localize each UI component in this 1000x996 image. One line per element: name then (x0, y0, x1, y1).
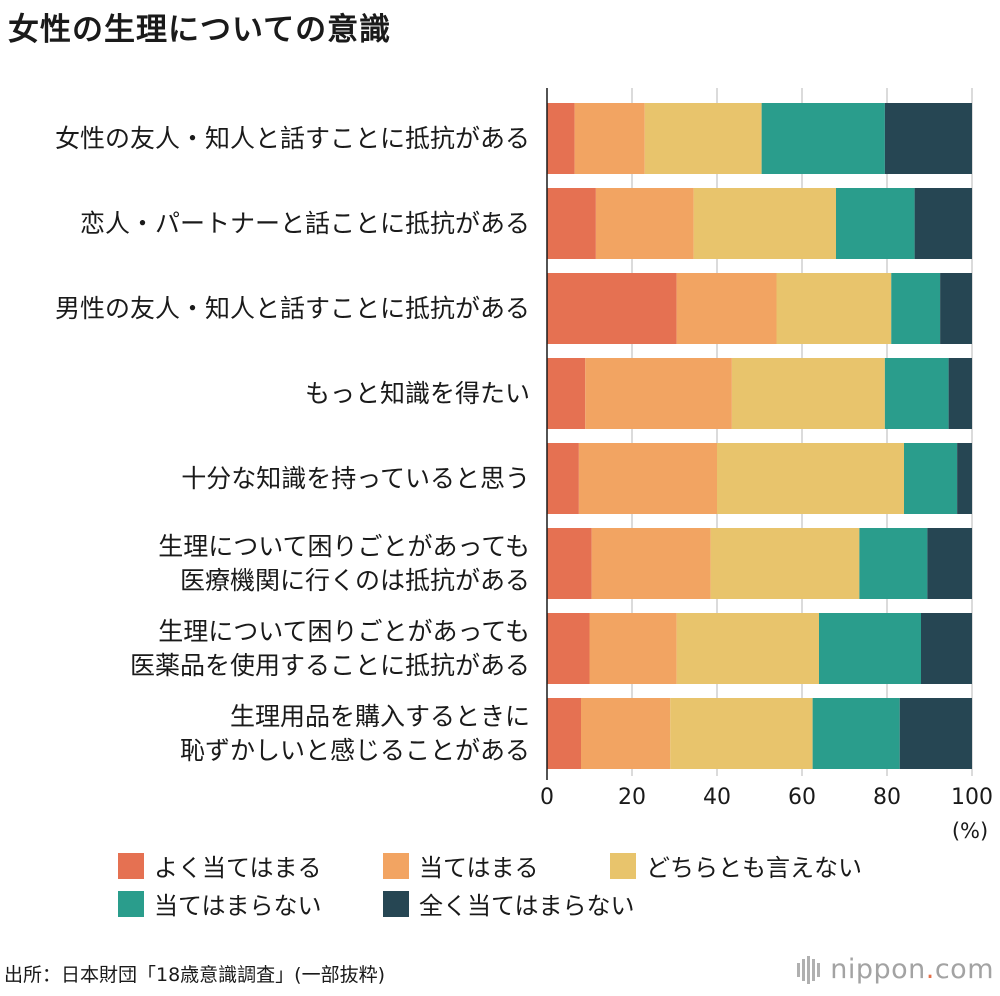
category-label: 医薬品を使用することに抵抗がある (130, 651, 530, 680)
legend-swatch (118, 852, 144, 879)
stacked-bar-chart: 女性の友人・知人と話すことに抵抗がある恋人・パートナーと話ことに抵抗がある男性の… (55, 88, 993, 843)
brand-dot: . (925, 954, 935, 985)
bar-segment-2-3 (891, 273, 941, 344)
bar-segment-5-2 (710, 528, 860, 599)
bar-segment-0-2 (644, 103, 762, 174)
brand-tld: com (934, 954, 994, 985)
legend-label: 当てはまる (419, 854, 539, 882)
legend-swatch (118, 890, 144, 917)
legend-label: 全く当てはまらない (419, 892, 635, 920)
x-tick-label: 0 (540, 785, 554, 810)
category-label: もっと知識を得たい (305, 379, 530, 408)
chart-legend: よく当てはまる 当てはまる どちらとも言えない 当てはまらない 全く当てはまらな… (118, 848, 998, 921)
bar-segment-2-0 (547, 273, 677, 344)
x-tick-label: 40 (703, 785, 731, 810)
bar-segment-5-1 (591, 528, 711, 599)
category-label: 女性の友人・知人と話すことに抵抗がある (55, 124, 530, 153)
bar-segment-0-1 (574, 103, 645, 174)
bar-segment-1-3 (836, 188, 915, 259)
bar-segment-2-1 (676, 273, 777, 344)
category-label: 生理について困りごとがあっても (158, 532, 530, 561)
category-label: 恥ずかしいと感じることがある (180, 736, 530, 765)
bar-segment-7-2 (670, 698, 813, 769)
x-tick-label: 20 (618, 785, 646, 810)
category-label: 生理について困りごとがあっても (158, 617, 530, 646)
category-label: 医療機関に行くのは抵抗がある (180, 566, 530, 595)
source-note: 出所：日本財団「18歳意識調査」(一部抜粋) (4, 964, 386, 986)
legend-item-applicable: 当てはまる (383, 848, 539, 883)
legend-label: よく当てはまる (154, 854, 322, 882)
bar-segment-7-0 (547, 698, 581, 769)
bar-segment-6-4 (921, 613, 972, 684)
bar-segment-1-4 (914, 188, 972, 259)
brand-bars-icon (797, 955, 822, 984)
legend-label: どちらとも言えない (646, 854, 862, 882)
category-label: 生理用品を購入するときに (230, 702, 530, 731)
bar-segment-5-3 (859, 528, 928, 599)
bar-segment-3-1 (585, 358, 732, 429)
bar-segment-4-2 (717, 443, 904, 514)
x-axis-unit-label: (%) (952, 819, 988, 843)
bar-segment-3-0 (547, 358, 586, 429)
x-tick-label: 60 (788, 785, 816, 810)
bar-segment-3-4 (948, 358, 972, 429)
legend-label: 当てはまらない (154, 892, 322, 920)
bar-segment-4-4 (957, 443, 972, 514)
bar-segment-5-4 (927, 528, 972, 599)
bar-segment-4-1 (578, 443, 717, 514)
x-tick-label: 80 (873, 785, 901, 810)
bar-segment-3-3 (884, 358, 949, 429)
brand-name: nippon (830, 954, 926, 985)
legend-item-very-applicable: よく当てはまる (118, 848, 322, 883)
bar-segment-2-2 (776, 273, 892, 344)
legend-swatch (383, 890, 409, 917)
bar-segment-2-4 (940, 273, 972, 344)
legend-item-neutral: どちらとも言えない (610, 848, 862, 883)
bar-segment-0-4 (884, 103, 972, 174)
bar-segment-6-1 (589, 613, 677, 684)
legend-swatch (383, 852, 409, 879)
bar-segment-1-0 (547, 188, 596, 259)
bar-segment-6-0 (547, 613, 590, 684)
bar-segment-5-0 (547, 528, 592, 599)
bar-segment-0-3 (761, 103, 885, 174)
legend-swatch (610, 852, 636, 879)
bar-segment-0-0 (547, 103, 575, 174)
bar-segment-1-1 (595, 188, 694, 259)
legend-item-not-applicable: 当てはまらない (118, 886, 322, 921)
bar-segment-4-0 (547, 443, 579, 514)
category-label: 恋人・パートナーと話ことに抵抗がある (80, 209, 530, 238)
bar-segment-7-4 (899, 698, 972, 769)
bar-segment-6-3 (819, 613, 921, 684)
category-label: 男性の友人・知人と話すことに抵抗がある (55, 294, 530, 323)
bar-segment-6-2 (676, 613, 819, 684)
bar-segment-7-3 (812, 698, 900, 769)
legend-item-not-at-all: 全く当てはまらない (383, 886, 635, 921)
chart-title: 女性の生理についての意識 (8, 12, 392, 48)
bar-segment-1-2 (693, 188, 836, 259)
category-label: 十分な知識を持っていると思う (181, 464, 530, 493)
brand-logo: nippon. com (797, 954, 994, 985)
bar-segment-7-1 (581, 698, 671, 769)
bar-segment-4-3 (904, 443, 958, 514)
bar-segment-3-2 (731, 358, 885, 429)
x-tick-label: 100 (951, 785, 993, 810)
